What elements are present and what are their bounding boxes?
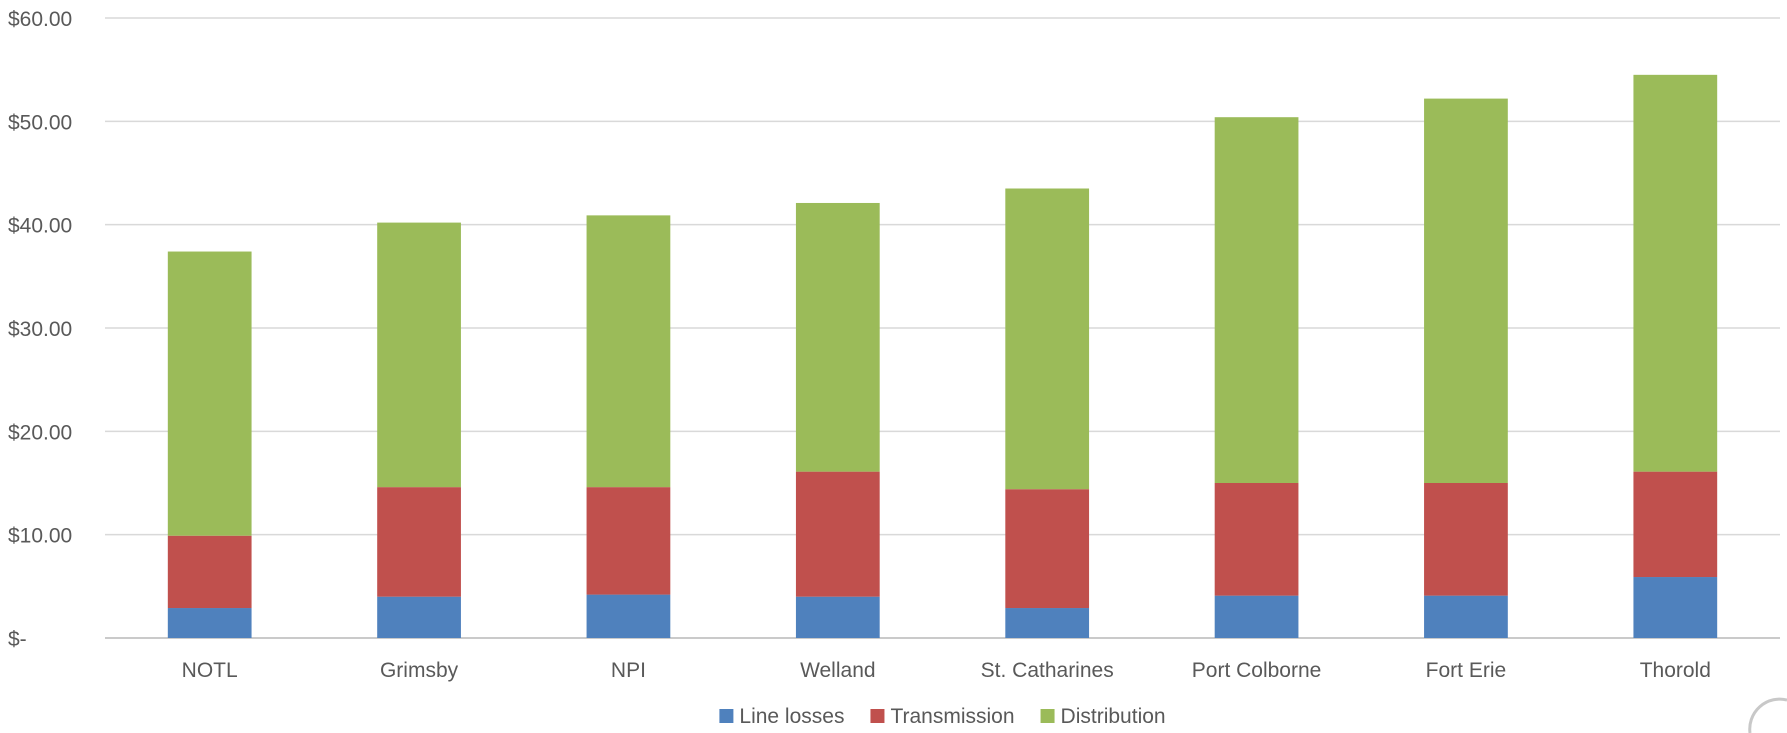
bar-transmission-fort-erie (1424, 483, 1508, 596)
y-tick-label: $40.00 (8, 215, 72, 238)
y-tick-label: $60.00 (8, 8, 72, 31)
bar-distribution-thorold (1633, 74, 1718, 472)
bar-distribution-fort-erie (1424, 98, 1508, 483)
x-axis-ticks: NOTL Grimsby NPI Welland St. Catharines Port … (182, 659, 1711, 682)
bar-line-losses-st-catharines (1005, 608, 1090, 638)
bar-transmission-welland (795, 471, 880, 597)
legend-swatch (1040, 709, 1055, 723)
bar-line-losses-fort-erie (1424, 595, 1508, 638)
bar-transmission-port-colborne (1214, 483, 1299, 596)
y-tick-label: $10.00 (8, 525, 72, 548)
legend-item-line-losses: Line losses (719, 705, 844, 728)
y-tick-label: $20.00 (8, 421, 72, 444)
corner-arc (1748, 697, 1787, 733)
legend-label: Transmission (890, 705, 1014, 728)
y-tick-label: $- (8, 628, 27, 651)
bar-line-losses-welland (795, 596, 880, 638)
x-tick-label: Port Colborne (1192, 659, 1322, 682)
legend: Line losses Transmission Distribution (719, 705, 1166, 728)
y-tick-label: $30.00 (8, 318, 72, 341)
bar-distribution-npi (586, 215, 671, 488)
x-tick-label: Thorold (1640, 659, 1711, 682)
x-tick-label: St. Catharines (981, 659, 1114, 682)
legend-label: Line losses (739, 705, 844, 728)
legend-swatch (870, 709, 885, 723)
bar-distribution-st-catharines (1005, 188, 1090, 490)
bar-line-losses-thorold (1633, 577, 1718, 638)
bar-line-losses-notl (167, 608, 252, 638)
legend-label: Distribution (1061, 705, 1166, 728)
x-tick-label: Welland (800, 659, 876, 682)
bar-distribution-grimsby (377, 222, 461, 488)
y-axis-ticks: $- $10.00 $20.00 $30.00 $40.00 $50.00 $60.00 (8, 8, 72, 651)
bar-transmission-npi (586, 487, 671, 595)
bar-line-losses-port-colborne (1214, 595, 1299, 638)
x-tick-label: NPI (611, 659, 646, 682)
legend-swatch (719, 709, 734, 723)
y-tick-label: $50.00 (8, 111, 72, 134)
bar-transmission-thorold (1633, 471, 1718, 578)
bar-line-losses-npi (586, 594, 671, 638)
gridlines (105, 17, 1780, 639)
bar-line-losses-grimsby (377, 596, 461, 638)
bar-transmission-notl (167, 535, 252, 609)
bar-distribution-port-colborne (1214, 117, 1299, 483)
bar-distribution-notl (167, 251, 252, 536)
legend-item-transmission: Transmission (870, 705, 1015, 728)
x-tick-label: Fort Erie (1426, 659, 1507, 682)
bar-transmission-st-catharines (1005, 489, 1090, 609)
x-tick-label: NOTL (182, 659, 238, 682)
legend-item-distribution: Distribution (1040, 705, 1166, 728)
bars (167, 74, 1718, 638)
bar-distribution-welland (795, 202, 880, 472)
x-tick-label: Grimsby (380, 659, 459, 682)
bar-transmission-grimsby (377, 487, 461, 597)
